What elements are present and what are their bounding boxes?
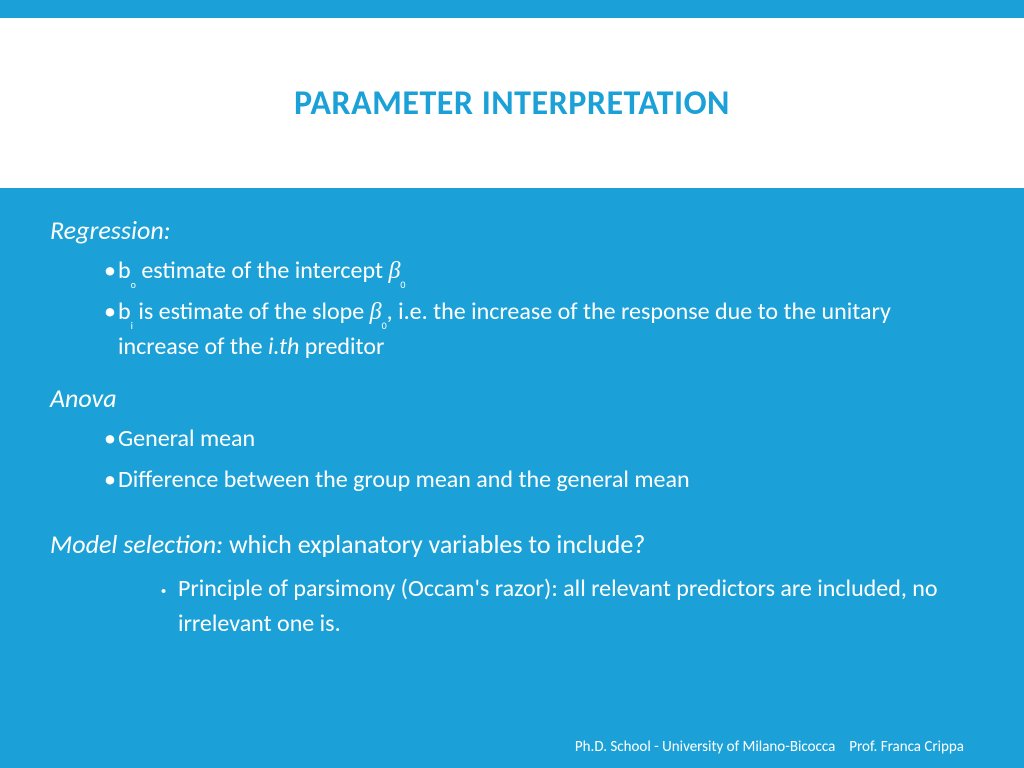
subscript: i bbox=[131, 319, 133, 332]
content-area: Regression: bo estimate of the intercept… bbox=[0, 188, 1024, 768]
subscript: 0 bbox=[400, 278, 405, 291]
model-sub-bullets: Principle of parsimony (Occam's razor): … bbox=[160, 572, 974, 642]
regression-bullet-1: bo estimate of the intercept β0 bbox=[104, 254, 974, 289]
model-heading-rest: which explanatory variables to include? bbox=[223, 528, 645, 560]
anova-heading: Anova bbox=[50, 382, 974, 414]
subscript: 0 bbox=[382, 319, 387, 332]
model-sub-bullet-1: Principle of parsimony (Occam's razor): … bbox=[160, 572, 974, 642]
subscript: o bbox=[131, 278, 136, 291]
text: b bbox=[118, 256, 131, 285]
top-accent-bar bbox=[0, 0, 1024, 18]
text: is estimate of the slope bbox=[133, 297, 370, 326]
text: preditor bbox=[299, 332, 384, 361]
beta-symbol: β bbox=[370, 299, 382, 325]
footer-professor: Prof. Franca Crippa bbox=[849, 738, 964, 756]
text: estimate of the intercept bbox=[136, 256, 389, 285]
title-area: PARAMETER INTERPRETATION bbox=[0, 18, 1024, 188]
regression-heading: Regression: bbox=[50, 214, 974, 246]
footer-school: Ph.D. School - University of Milano-Bico… bbox=[575, 738, 835, 756]
text: b bbox=[118, 297, 131, 326]
anova-bullet-1: General mean bbox=[104, 422, 974, 457]
anova-bullets: General mean Difference between the grou… bbox=[104, 422, 974, 498]
regression-bullet-2: bi is estimate of the slope β0, i.e. the… bbox=[104, 295, 974, 365]
slide-title: PARAMETER INTERPRETATION bbox=[294, 83, 730, 124]
model-heading-italic: Model selection: bbox=[50, 528, 223, 560]
regression-bullets: bo estimate of the intercept β0 bi is es… bbox=[104, 254, 974, 364]
ith-text: i.th bbox=[268, 332, 299, 361]
beta-symbol: β bbox=[388, 258, 400, 284]
anova-bullet-2: Difference between the group mean and th… bbox=[104, 463, 974, 498]
slide-footer: Ph.D. School - University of Milano-Bico… bbox=[575, 738, 964, 756]
slide: PARAMETER INTERPRETATION Regression: bo … bbox=[0, 0, 1024, 768]
model-selection-heading: Model selection: which explanatory varia… bbox=[50, 528, 974, 560]
